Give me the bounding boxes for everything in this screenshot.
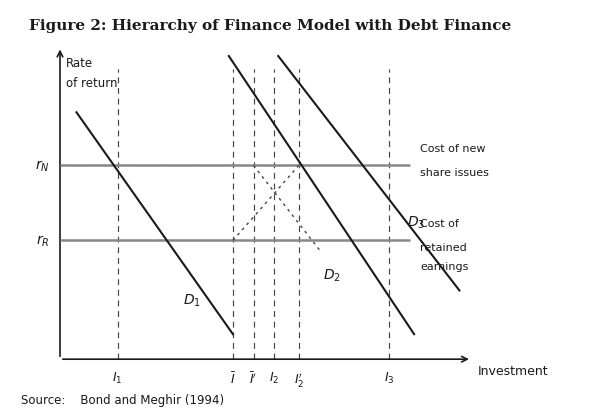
Text: Cost of new: Cost of new: [420, 144, 486, 154]
Text: $D_3$: $D_3$: [407, 214, 425, 230]
Text: $I_2^{\prime}$: $I_2^{\prime}$: [293, 370, 304, 388]
Text: of return: of return: [66, 77, 118, 90]
Text: $I_2$: $I_2$: [269, 370, 279, 385]
Text: $r_R$: $r_R$: [36, 233, 50, 249]
Text: $D_2$: $D_2$: [323, 267, 341, 283]
Text: share issues: share issues: [420, 168, 489, 178]
Text: Rate: Rate: [66, 57, 94, 70]
Text: $\bar{I}$: $\bar{I}$: [230, 370, 236, 386]
Text: Source:    Bond and Meghir (1994): Source: Bond and Meghir (1994): [21, 393, 224, 406]
Text: retained: retained: [420, 242, 467, 252]
Text: $r_N$: $r_N$: [35, 158, 50, 174]
Text: Investment: Investment: [478, 364, 548, 377]
Text: $D_1$: $D_1$: [183, 292, 201, 308]
Text: $I_3$: $I_3$: [384, 370, 395, 385]
Text: $\bar{I}^{\prime}$: $\bar{I}^{\prime}$: [250, 370, 257, 386]
Text: Cost of: Cost of: [420, 218, 459, 228]
Title: Figure 2: Hierarchy of Finance Model with Debt Finance: Figure 2: Hierarchy of Finance Model wit…: [29, 19, 511, 33]
Text: earnings: earnings: [420, 261, 469, 271]
Text: $I_1$: $I_1$: [112, 370, 123, 385]
